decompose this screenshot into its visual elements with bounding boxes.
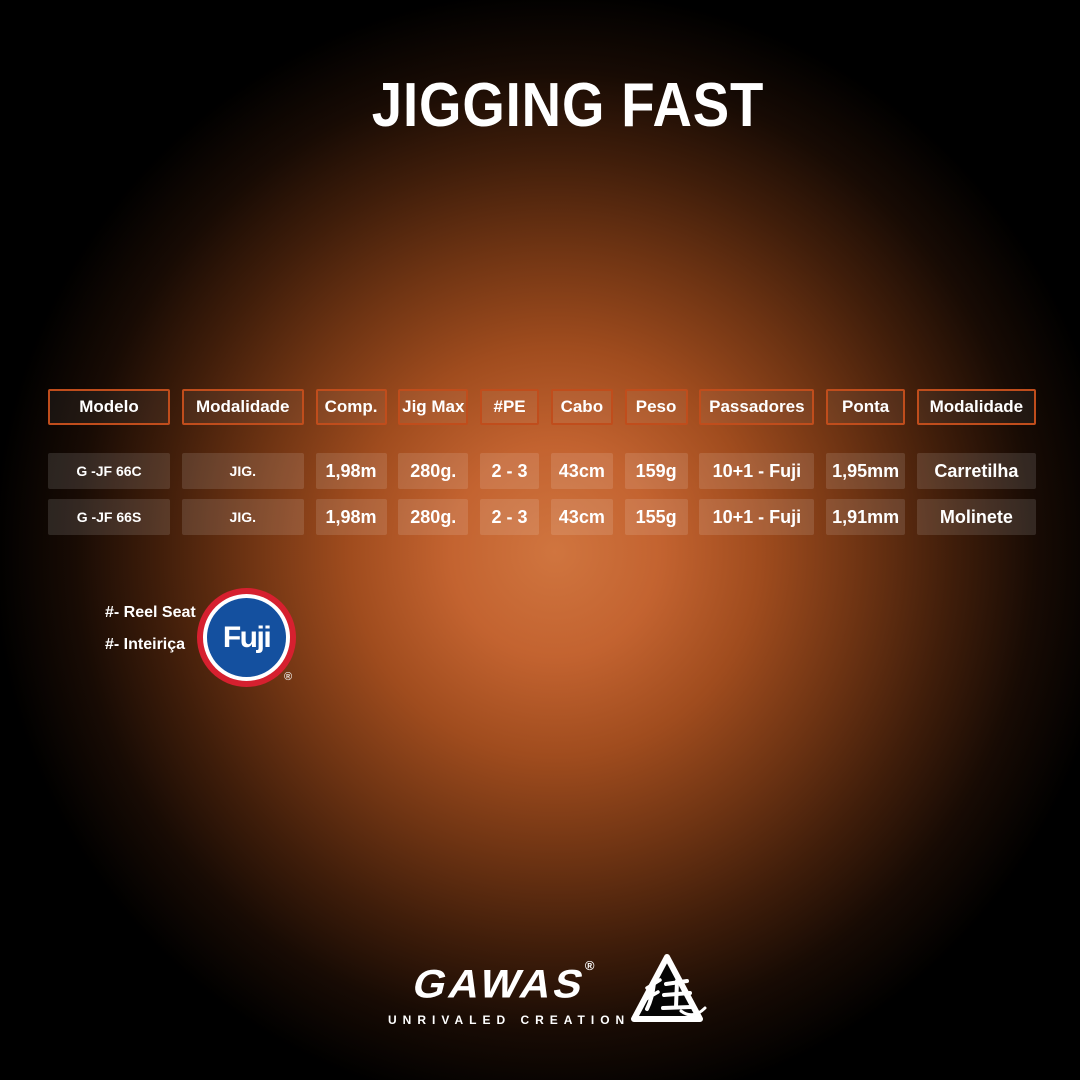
cell-jig-max: 280g.	[398, 453, 469, 489]
gawas-registered-mark: ®	[584, 958, 595, 973]
cell-pe: 2 - 3	[480, 453, 540, 489]
fuji-registered-mark: ®	[284, 671, 293, 683]
cell-tip: 1,95mm	[826, 453, 906, 489]
table-header-row: Modelo Modalidade Comp. Jig Max #PE Cabo…	[48, 389, 1036, 425]
note-inteirica: #- Inteiriça	[105, 636, 186, 653]
header-ponta: Ponta	[826, 389, 906, 425]
header-modelo: Modelo	[48, 389, 170, 425]
page-title: JIGGING FAST	[371, 71, 765, 140]
cell-length: 1,98m	[315, 499, 387, 535]
cell-guides: 10+1 - Fuji	[699, 453, 815, 489]
cell-grip: 43cm	[550, 453, 613, 489]
header-modalidade: Modalidade	[181, 389, 304, 425]
cell-modality: JIG.	[181, 453, 304, 489]
brand-block: GAWAS® UNRIVALED CREATION	[388, 958, 631, 1027]
cell-grip: 43cm	[550, 499, 613, 535]
fuji-logo-white-ring: Fuji	[203, 594, 290, 681]
cell-weight: 159g	[624, 453, 688, 489]
header-peso: Peso	[624, 389, 688, 425]
cell-guides: 10+1 - Fuji	[699, 499, 815, 535]
cell-tip: 1,91mm	[826, 499, 906, 535]
cell-weight: 155g	[624, 499, 688, 535]
cell-model: G -JF 66S	[48, 499, 170, 535]
cell-reel-type: Carretilha	[916, 453, 1036, 489]
fuji-logo-text: Fuji	[222, 620, 272, 654]
cell-length: 1,98m	[315, 453, 387, 489]
header-jig-max: Jig Max	[398, 389, 469, 425]
table-row: G -JF 66C JIG. 1,98m 280g. 2 - 3 43cm 15…	[48, 453, 1036, 489]
note-reel-seat: #- Reel Seat	[105, 604, 196, 621]
header-comp: Comp.	[315, 389, 387, 425]
gawas-wordmark: GAWAS	[408, 961, 591, 1006]
brand-wordmark-line: GAWAS®	[388, 958, 620, 1008]
fuji-logo: Fuji	[197, 588, 296, 687]
cell-jig-max: 280g.	[398, 499, 469, 535]
cell-model: G -JF 66C	[48, 453, 170, 489]
header-modalidade-2: Modalidade	[916, 389, 1036, 425]
table-row: G -JF 66S JIG. 1,98m 280g. 2 - 3 43cm 15…	[48, 499, 1036, 535]
spec-table: Modelo Modalidade Comp. Jig Max #PE Cabo…	[48, 389, 1036, 535]
fuji-logo-blue-disc: Fuji	[207, 598, 286, 677]
cell-reel-type: Molinete	[916, 499, 1036, 535]
header-cabo: Cabo	[550, 389, 613, 425]
kanji-triangle-logo	[631, 954, 707, 1022]
cell-modality: JIG.	[181, 499, 304, 535]
header-pe: #PE	[480, 389, 540, 425]
header-passadores: Passadores	[699, 389, 815, 425]
cell-pe: 2 - 3	[480, 499, 540, 535]
brand-tagline: UNRIVALED CREATION	[388, 1013, 631, 1027]
